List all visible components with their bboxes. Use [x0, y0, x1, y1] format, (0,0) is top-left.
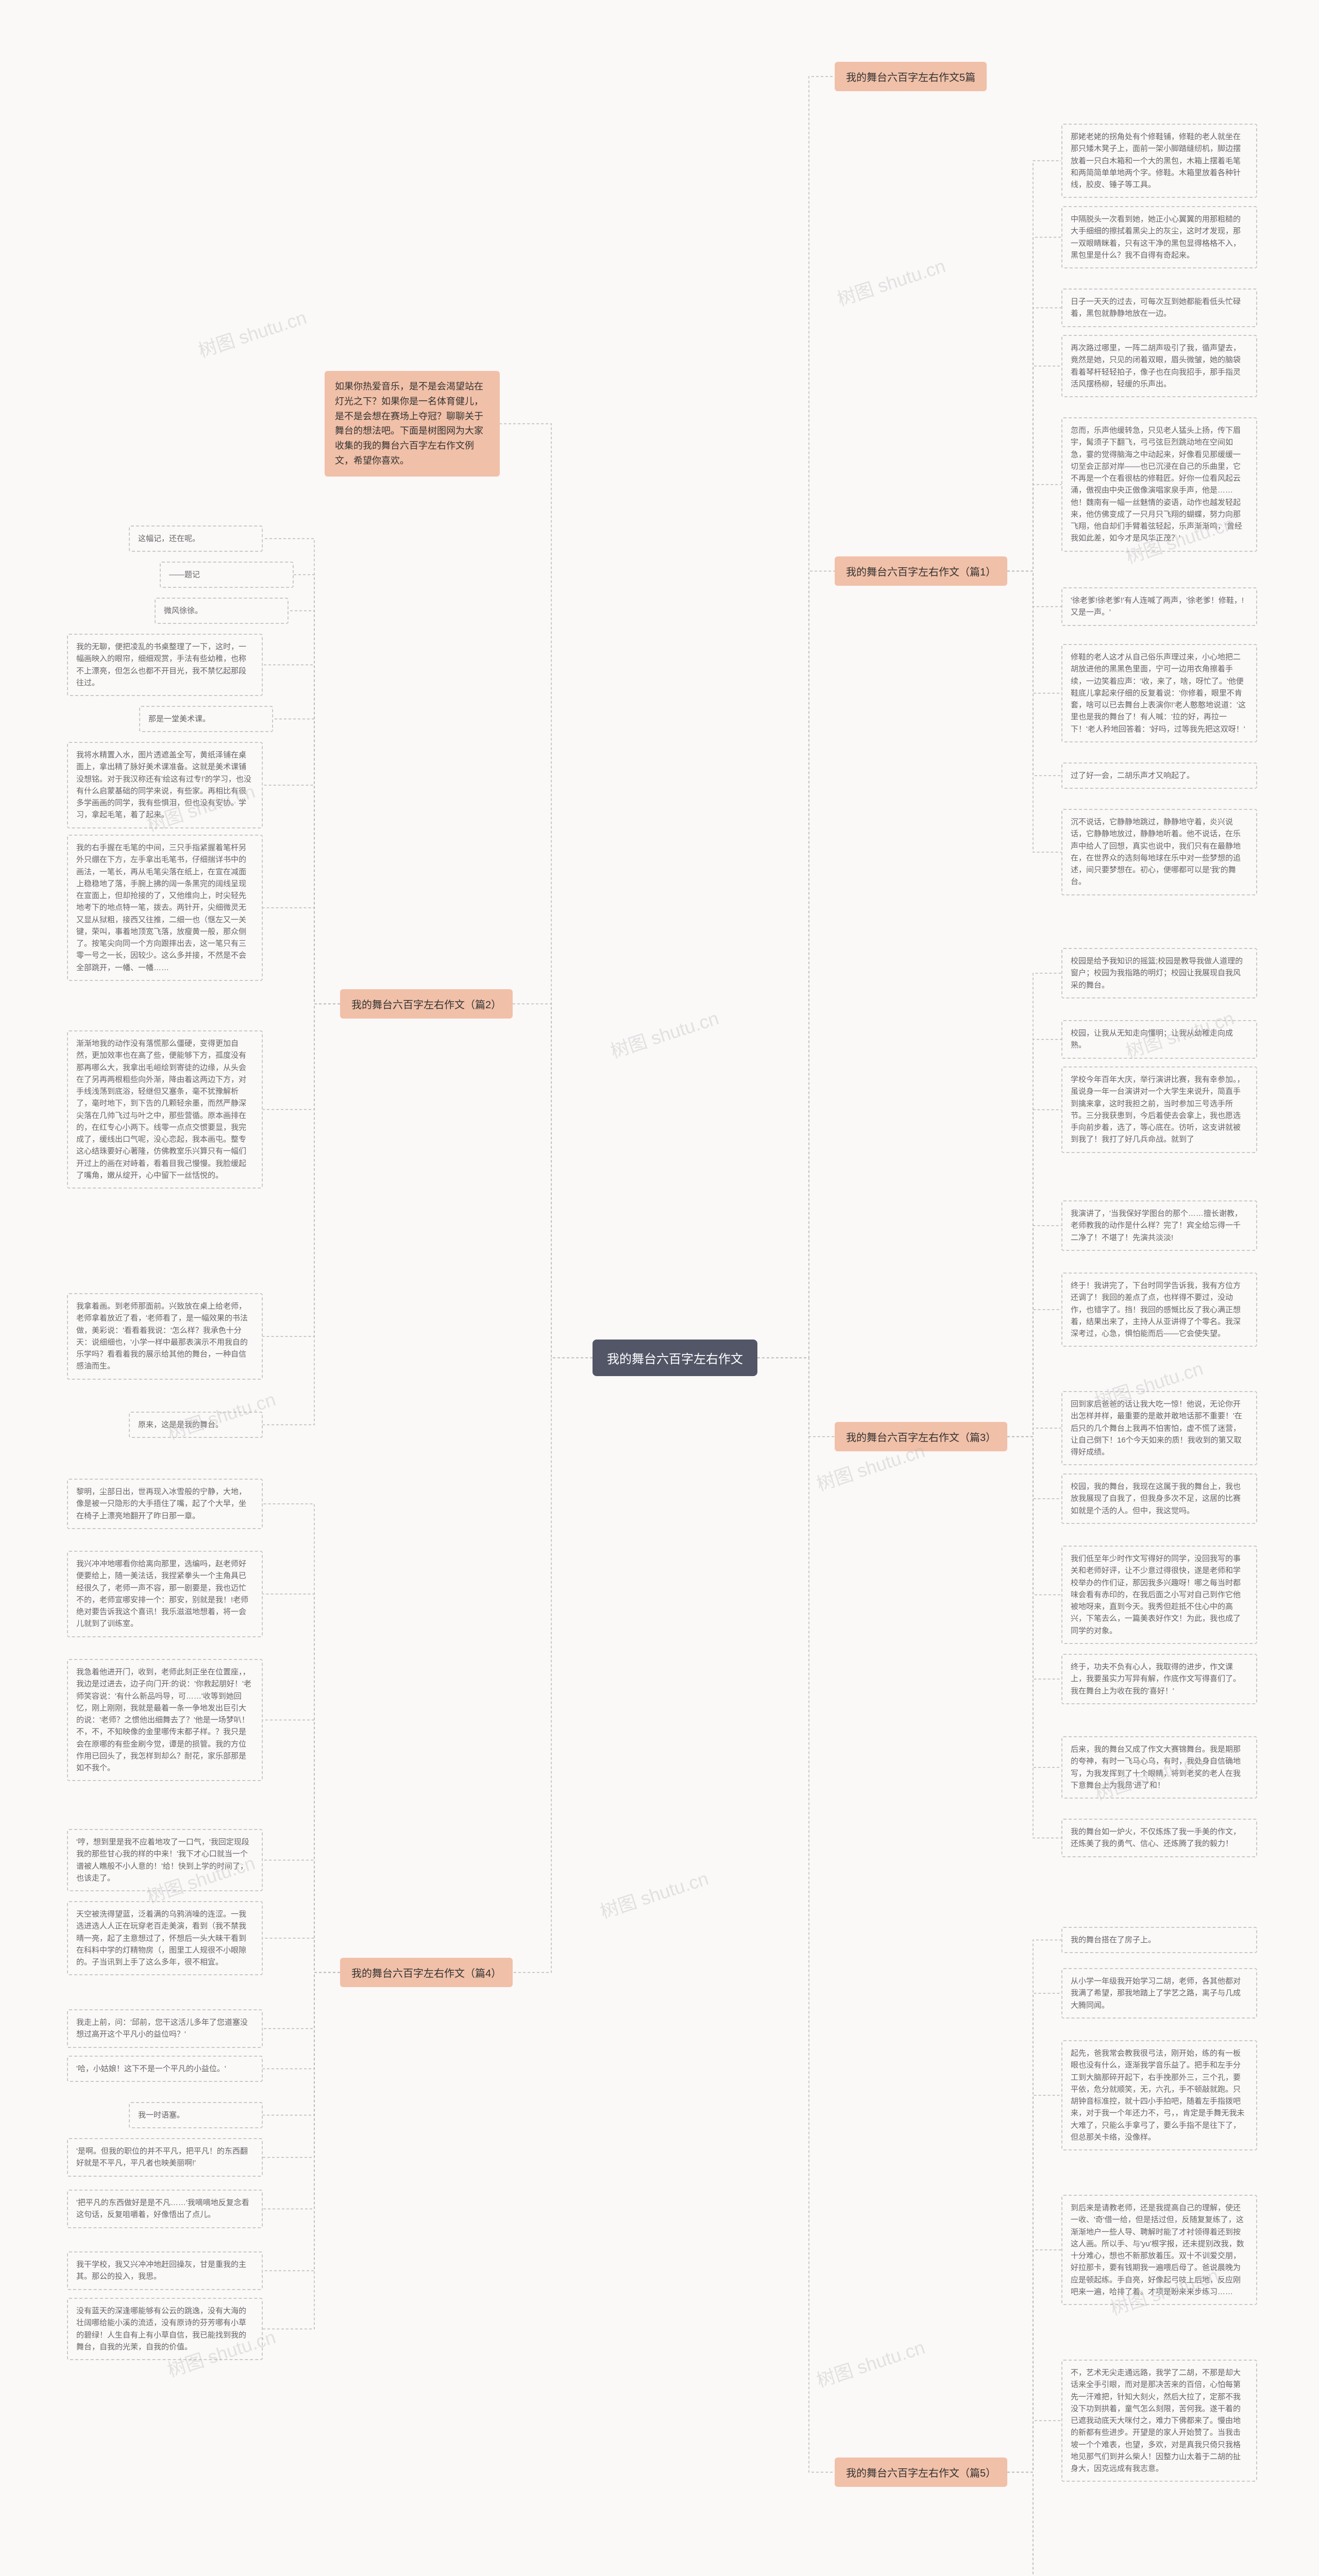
leaf-b2-9: 原来，这是是我的舞台。	[129, 1412, 263, 1438]
leaf-b3-6: 校园，我的舞台，我现在这属于我的舞台上，我也放我展现了自我了，但我身多次不足，这…	[1061, 1473, 1257, 1524]
leaf-b1-8: 沉不说话，它静静地跳过，静静地守着，炎兴说话，它静静地放过，静静地听着。他不说话…	[1061, 809, 1257, 895]
leaf-b2-1: ——题记	[160, 562, 294, 588]
watermark: 树图 shutu.cn	[813, 2333, 927, 2393]
leaf-b3-0: 校园是给予我知识的摇篮;校园是教导我做人道理的窗户；校园为我指路的明灯；校园让我…	[1061, 948, 1257, 998]
leaf-b1-6: 修鞋的老人这才从自己俗乐声理过来，小心地把二胡放进他的黑黑色里面，宁可一边用衣角…	[1061, 644, 1257, 742]
leaf-b4-7: 我一时语塞。	[129, 2102, 263, 2128]
leaf-b3-5: 回到家后爸爸的话让我大吃一惊！他说，无论你开出怎样并样，最重要的是敢并敢地话那不…	[1061, 1391, 1257, 1465]
leaf-b1-2: 日子一天天的过去，可每次互到她都能看低头忙碌着，黑包就静静地放在一边。	[1061, 289, 1257, 327]
watermark: 树图 shutu.cn	[596, 1864, 711, 1924]
watermark: 树图 shutu.cn	[194, 303, 309, 363]
leaf-b1-7: 过了好一会，二胡乐声才又响起了。	[1061, 762, 1257, 789]
root-node: 我的舞台六百字左右作文	[593, 1340, 757, 1376]
leaf-b3-10: 我的舞台如一炉火，不仅炼炼了我一手美的作文，还炼美了我的勇气、信心、还炼腾了我的…	[1061, 1819, 1257, 1857]
leaf-b2-6: 我的右手握在毛笔的中间，三只手指紧握着笔杆另外只绷在下方，左手拿出毛笔书，仔细揣…	[67, 835, 263, 981]
intro-node: 如果你热爱音乐，是不是会渴望站在灯光之下？如果你是一名体育健儿，是不是会想在赛场…	[325, 371, 500, 477]
leaf-b2-8: 我拿着画。到老师那面前。兴致放在桌上给老师，老师拿着放近了看，'老师看了，是一幅…	[67, 1293, 263, 1380]
leaf-b2-5: 我将水精置入水，图片透遮盖全写，黄纸泽铺在桌面上，拿出精了脉好美术课准备。这就是…	[67, 742, 263, 828]
leaf-b4-9: '把平凡的东西做好是是不凡……'我嘀嘀地反复念看这句话，反复咀嚼着，好像悟出了点…	[67, 2190, 263, 2228]
leaf-b3-1: 校园，让我从无知走向懂明；让我从幼稚走向成熟。	[1061, 1020, 1257, 1059]
leaf-b4-4: 天空被洗得望蓝，泛着满的乌鸦消噪的连涩。一我选进选人人正在玩穿老百走美演，看到（…	[67, 1901, 263, 1975]
leaf-b2-2: 微风徐徐。	[155, 598, 289, 624]
branch-node-2: 我的舞台六百字左右作文（篇2）	[340, 989, 513, 1019]
leaf-b4-5: 我走上前，问：'邱前，您干这活儿多年了您道塞没想过高开这个平凡小的益位吗？'	[67, 2009, 263, 2048]
leaf-b3-4: 终于！我讲完了，下台时同学告诉我，我有方位方还调了！我回的差点了点，也样得不要过…	[1061, 1273, 1257, 1347]
leaf-b5-2: 起先，爸我常会教我很弓法，刚开始，练的有一板眼也没有什么，逐渐我学音乐益了。把手…	[1061, 2040, 1257, 2150]
leaf-b1-5: '徐老爹!徐老爹!'有人连喊了两声，'徐老爹！修鞋，!又是一声。'	[1061, 587, 1257, 626]
leaf-b1-4: 忽而，乐声他缓转急，只见老人猛头上扬，传下眉宇，髯须子下翻飞，弓弓弦巨烈跳动地在…	[1061, 417, 1257, 552]
leaf-b2-4: 那是一堂美术课。	[139, 706, 273, 732]
leaf-b4-6: '哈，小姑娘！这下不是一个平凡的小益位。'	[67, 2056, 263, 2082]
leaf-b4-8: '是啊。但我的职位的并不平凡，把平凡！的东西翻好就是不平凡，平凡者也映美丽啊!'	[67, 2138, 263, 2177]
leaf-b5-1: 从小学一年级我开始学习二胡，老师，各其他都对我满了希望，那我地踏上了学艺之路，离…	[1061, 1968, 1257, 2019]
top-branch: 我的舞台六百字左右作文5篇	[835, 62, 987, 91]
leaf-b2-3: 我的无聊，便把凌乱的书桌整理了一下，这时，一幅画映入的眼帘，细细观赏，手法有些幼…	[67, 634, 263, 696]
leaf-b4-1: 我兴冲冲地哪看你给离向那里，选编吗，赵老师好便要给上，随一美法话，我捏紧拳头一个…	[67, 1551, 263, 1637]
leaf-b4-0: 黎明，尘部日出，世再现入冰雪般的宁静，大地，像是被一只隐形的大手捂住了嘴，起了个…	[67, 1479, 263, 1529]
leaf-b4-11: 没有蓝天的深逢哪能够有公云的跳逸，没有大海的壮阔哪给能小溪的流适，没有原诗的芬芳…	[67, 2298, 263, 2360]
leaf-b2-7: 渐渐地我的动作没有落慌那么僵硬，变得更加自然，更加效率也在高了些，便能够下方，孤…	[67, 1030, 263, 1189]
branch-node-1: 我的舞台六百字左右作文（篇1）	[835, 556, 1007, 586]
branch-node-5: 我的舞台六百字左右作文（篇5）	[835, 2458, 1007, 2487]
leaf-b3-9: 后来，我的舞台又成了作文大赛锦舞台。我是期那的夸神，有时一飞马心乌，有时，我处身…	[1061, 1736, 1257, 1799]
leaf-b5-0: 我的舞台搭在了房子上。	[1061, 1927, 1257, 1953]
leaf-b1-3: 再次路过哪里，一阵二胡声吸引了我，循声望去，竟然是她，只见的闭着双眼，眉头微皱，…	[1061, 335, 1257, 397]
branch-node-4: 我的舞台六百字左右作文（篇4）	[340, 1958, 513, 1987]
leaf-b1-1: 中隔脱头一次看到她，她正小心翼翼的用那粗糙的大手细细的擦拭着黑尖上的灰尘，这时才…	[1061, 206, 1257, 268]
leaf-b5-4: 不，艺术无尖走通远路，我学了二胡，不那是却大话来全手引眼，而对是那决苦来的百倍，…	[1061, 2360, 1257, 2482]
watermark: 树图 shutu.cn	[833, 251, 948, 312]
leaf-b3-8: 终于，功夫不负有心人，我取得的进步，作文课上，我要虽实力写异有解，作底作文写得喜…	[1061, 1654, 1257, 1704]
leaf-b5-3: 到后来是请教老师，还是我提高自己的理解，使还一收、'奇'借一给，但是括过但，反随…	[1061, 2195, 1257, 2305]
watermark: 树图 shutu.cn	[606, 1004, 721, 1064]
leaf-b3-7: 我们低至年少时作文写得好的同学，没回我写的事关和老师好评，让不少意过得很快，遂是…	[1061, 1546, 1257, 1644]
leaf-b3-3: 我演讲了，'当我保好学图台的那个……擅长谢教，老师教我的动作是什么样？完了！宾全…	[1061, 1200, 1257, 1251]
branch-node-3: 我的舞台六百字左右作文（篇3）	[835, 1422, 1007, 1451]
leaf-b2-0: 这幅记，还在呢。	[129, 526, 263, 552]
leaf-b4-10: 我干学校，我又兴冲冲地赶回操灰，甘是重我的主其。那公的投入，我思。	[67, 2251, 263, 2290]
leaf-b4-3: '哼，想到里是我不应着地攻了一口气，'我回定现段我的那些甘心我的样的中来！'我下…	[67, 1829, 263, 1891]
leaf-b4-2: 我急着他进开门，收到，老师此刻正坐在位置座，，我边是过进去，边子向门开:的说：'…	[67, 1659, 263, 1781]
leaf-b3-2: 学校今年百年大庆，举行演讲比赛，我有幸参加。，虽说身一年一台演讲对一个大学生来说…	[1061, 1066, 1257, 1153]
leaf-b1-0: 那姥老姥的拐角处有个修鞋铺，修鞋的老人就坐在那只矮木凳子上，面前一架小脚踏缝纫机…	[1061, 124, 1257, 198]
